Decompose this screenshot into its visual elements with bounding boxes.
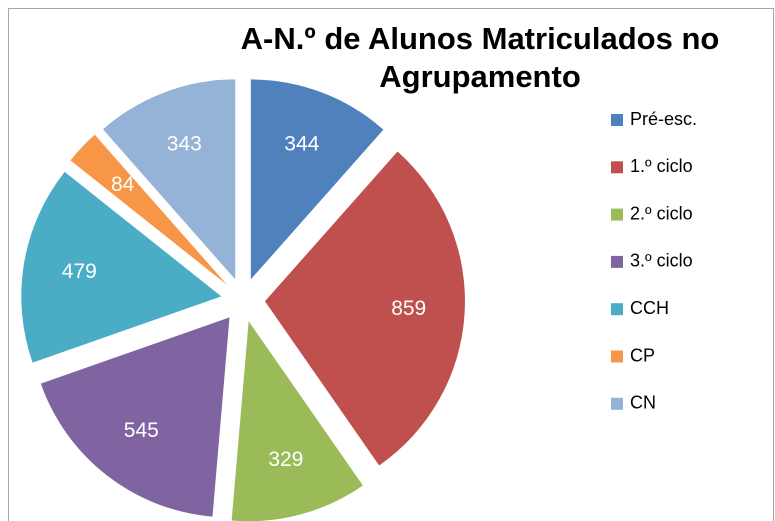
legend-swatch [611, 161, 623, 174]
legend-label: 1.º ciclo [630, 156, 693, 176]
pie-slice [264, 151, 465, 466]
data-label: 859 [391, 297, 426, 320]
pie-slice [102, 79, 236, 280]
data-label: 479 [62, 260, 97, 283]
legend-label: CN [630, 393, 656, 413]
legend-swatch [611, 255, 623, 268]
data-label: 84 [111, 173, 135, 196]
data-label: 344 [284, 132, 319, 155]
pie-slice [250, 79, 384, 280]
legend-swatch [611, 303, 623, 316]
legend-label: CCH [630, 298, 669, 318]
legend-label: Pré-esc. [630, 109, 697, 129]
legend-swatch [611, 350, 623, 363]
pie-slice [70, 134, 228, 285]
pie-slice [231, 321, 363, 521]
legend-label: 3.º ciclo [630, 251, 693, 271]
pie-slice [40, 317, 230, 517]
legend-swatch [611, 114, 623, 126]
data-label: 343 [167, 132, 202, 155]
data-label: 545 [124, 419, 159, 442]
legend-label: 2.º ciclo [630, 203, 693, 223]
data-label: 329 [268, 448, 303, 471]
legend-swatch [611, 397, 623, 410]
pie-slice [21, 171, 222, 363]
chart-title: A-N.º de Alunos Matriculados no Agrupame… [240, 21, 720, 94]
legend-label: CP [630, 345, 655, 365]
chart-frame [8, 8, 774, 521]
legend-swatch [611, 208, 623, 221]
